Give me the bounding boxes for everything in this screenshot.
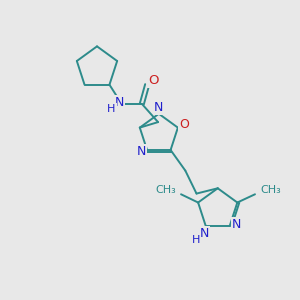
Text: CH₃: CH₃ (260, 185, 281, 195)
Text: CH₃: CH₃ (155, 185, 176, 195)
Text: N: N (154, 101, 163, 114)
Text: H: H (192, 235, 200, 245)
Text: H: H (107, 104, 116, 114)
Text: N: N (200, 227, 209, 240)
Text: O: O (148, 74, 158, 87)
Text: N: N (232, 218, 241, 231)
Text: O: O (179, 118, 189, 131)
Text: N: N (115, 96, 124, 109)
Text: N: N (136, 145, 146, 158)
